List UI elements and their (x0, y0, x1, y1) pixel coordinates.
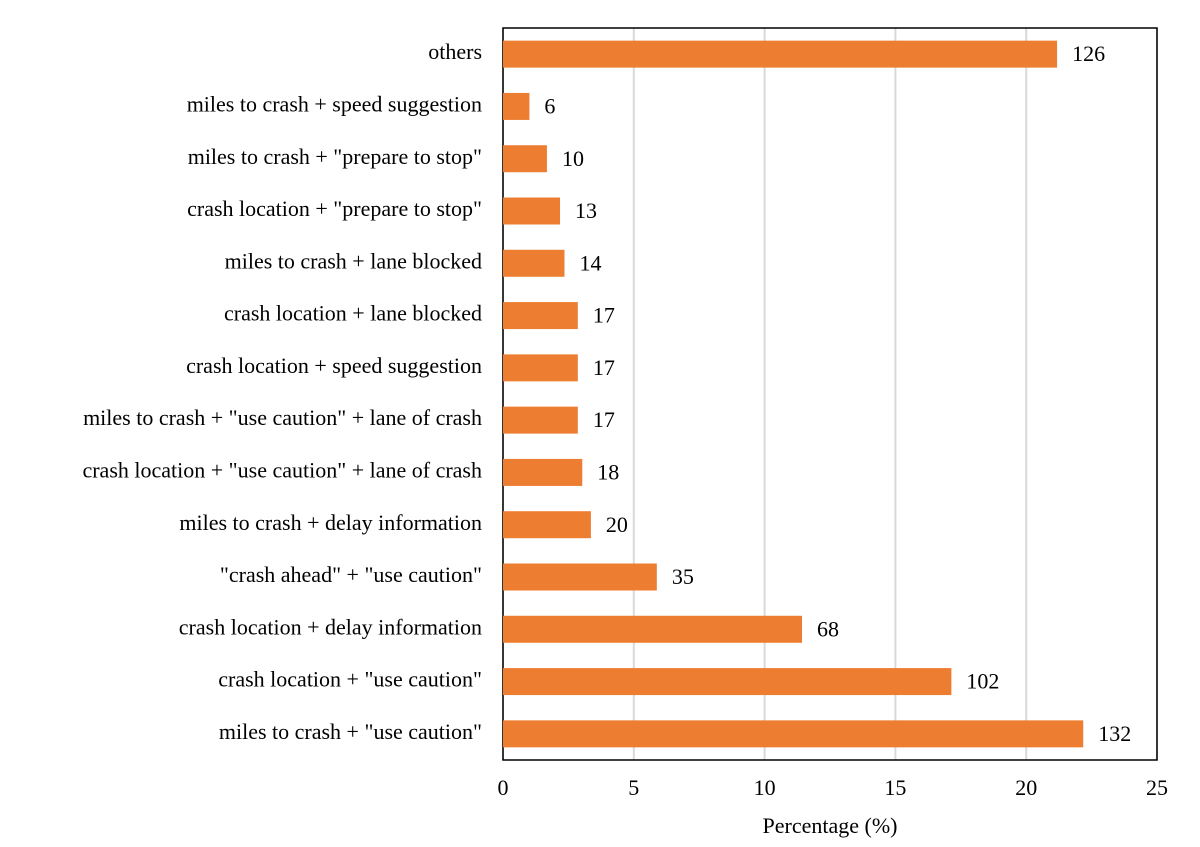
bar-count-label: 13 (575, 198, 597, 223)
bar-count-label: 17 (593, 303, 615, 328)
y-tick-label: miles to crash + "use caution" + lane of… (83, 405, 482, 430)
bar (503, 302, 578, 330)
y-tick-label: miles to crash + "use caution" (219, 719, 482, 744)
y-tick-label: crash location + "use caution" + lane of… (82, 457, 482, 482)
bar (503, 615, 803, 643)
bar-count-label: 17 (593, 355, 615, 380)
y-tick-label: miles to crash + speed suggestion (187, 91, 482, 116)
y-tick-label: crash location + speed suggestion (186, 353, 482, 378)
y-tick-label: crash location + "prepare to stop" (187, 196, 482, 221)
bar-count-label: 35 (672, 564, 694, 589)
bar-count-label: 6 (544, 93, 555, 118)
bar (503, 458, 583, 486)
bar-count-label: 126 (1072, 41, 1105, 66)
y-tick-label: crash location + "use caution" (218, 667, 482, 692)
x-tick-label: 20 (1015, 775, 1037, 800)
bar (503, 40, 1058, 68)
y-tick-label: crash location + delay information (179, 614, 482, 639)
bar (503, 563, 657, 591)
y-tick-label: miles to crash + delay information (179, 510, 482, 535)
bar (503, 145, 547, 173)
bar-count-label: 132 (1098, 721, 1131, 746)
bar-count-label: 68 (817, 616, 839, 641)
y-tick-label: miles to crash + "prepare to stop" (188, 144, 482, 169)
bar-count-label: 18 (597, 459, 619, 484)
y-tick-label: crash location + lane blocked (224, 301, 482, 326)
x-tick-label: 10 (754, 775, 776, 800)
bar-count-label: 17 (593, 407, 615, 432)
bar (503, 354, 578, 382)
y-tick-label: "crash ahead" + "use caution" (220, 562, 482, 587)
bar (503, 668, 952, 696)
bar (503, 249, 565, 277)
y-tick-label: miles to crash + lane blocked (225, 248, 482, 273)
bar (503, 511, 591, 539)
bar (503, 92, 530, 120)
bar-count-label: 20 (606, 512, 628, 537)
x-axis-title: Percentage (%) (763, 813, 898, 838)
bar (503, 406, 578, 434)
x-tick-label: 15 (884, 775, 906, 800)
bar (503, 720, 1084, 748)
bar-count-label: 14 (579, 250, 601, 275)
y-tick-label: others (428, 39, 482, 64)
bar-count-label: 102 (966, 669, 999, 694)
plot-border (502, 27, 1158, 761)
bar (503, 197, 561, 225)
x-tick-label: 5 (628, 775, 639, 800)
x-tick-label: 0 (498, 775, 509, 800)
x-tick-label: 25 (1146, 775, 1168, 800)
bar-count-label: 10 (562, 146, 584, 171)
